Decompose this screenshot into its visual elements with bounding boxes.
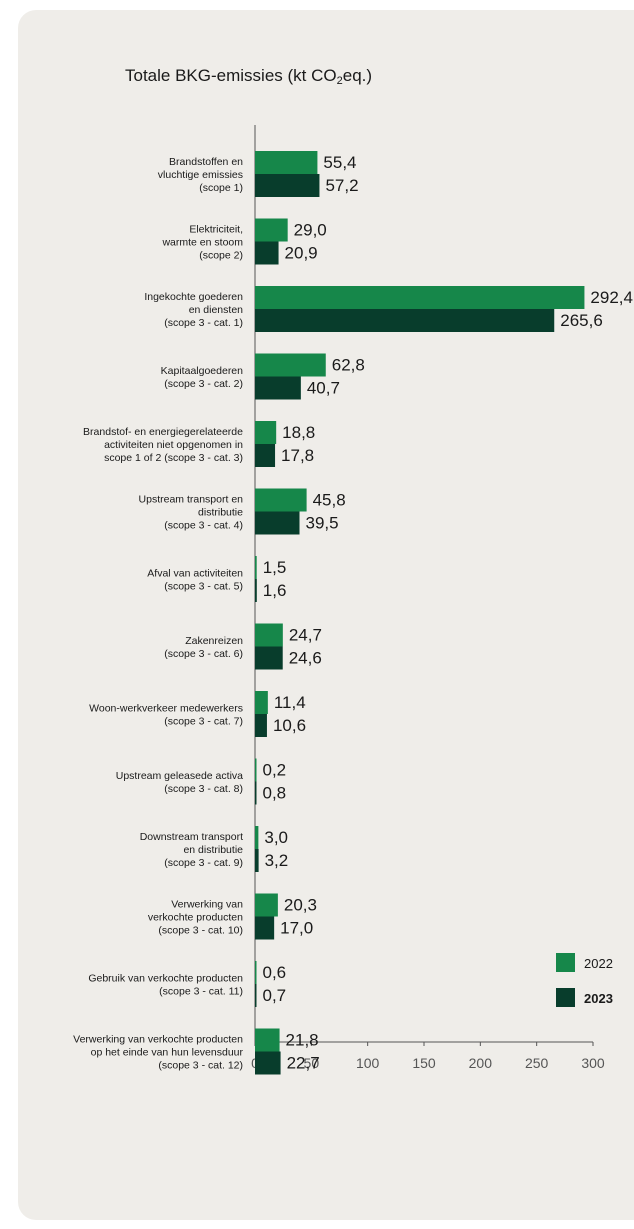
bar-2023: [255, 241, 279, 265]
value-label-2023: 1,6: [263, 581, 287, 600]
bar-2022: [255, 218, 288, 242]
bar-2023: [255, 646, 283, 670]
category-label: Woon-werkverkeer medewerkers (scope 3 - c…: [89, 703, 243, 728]
bar-2022: [255, 961, 257, 984]
bar-2023: [255, 309, 555, 332]
value-label-2022: 20,3: [284, 896, 317, 915]
bar-2022: [255, 893, 278, 917]
bar-2022: [255, 286, 585, 309]
chart-title: Totale BKG-emissies (kt CO2eq.): [125, 66, 372, 87]
bar-2022: [255, 1028, 280, 1052]
legend-label-2023: 2023: [584, 991, 613, 1006]
category-label: Brandstof- en energiegerelateerde activit…: [83, 426, 243, 464]
bar-2023: [255, 579, 257, 602]
value-label-2022: 3,0: [264, 828, 288, 847]
value-label-2022: 45,8: [313, 491, 346, 510]
value-label-2023: 10,6: [273, 716, 306, 735]
bar-2022: [255, 151, 318, 174]
bar-2023: [255, 511, 300, 535]
category-label: Elektriciteit, warmte en stoom (scope 2): [161, 224, 243, 262]
bar-2022: [255, 488, 307, 512]
value-label-2023: 22,7: [287, 1054, 320, 1073]
bar-2022: [255, 353, 326, 377]
bar-2023: [255, 916, 275, 940]
bar-2022: [255, 691, 268, 714]
value-label-2022: 0,2: [263, 761, 287, 780]
category-label: Upstream geleasede activa (scope 3 - cat.…: [116, 770, 243, 795]
value-label-2022: 21,8: [286, 1031, 319, 1050]
value-label-2022: 55,4: [323, 153, 356, 172]
bar-2023: [255, 714, 267, 737]
chart-card: [18, 10, 634, 1220]
category-label: Kapitaalgoederen (scope 3 - cat. 2): [161, 365, 243, 390]
category-label: Verwerking van verkochte producten op het…: [73, 1034, 243, 1072]
bar-2023: [255, 174, 320, 197]
category-label: Ingekochte goederen en diensten (scope 3 -…: [144, 291, 243, 329]
bar-2022: [255, 623, 283, 647]
legend-label-2022: 2022: [584, 956, 613, 971]
chart-title-end: eq.): [342, 66, 373, 85]
bar-2023: [255, 781, 257, 805]
value-label-2022: 62,8: [332, 356, 365, 375]
category-label: Upstream transport en distributie (scope 3…: [139, 494, 244, 532]
value-label-2023: 17,8: [281, 446, 314, 465]
value-label-2022: 29,0: [294, 221, 327, 240]
bar-2022: [255, 758, 257, 782]
x-tick-label: 150: [412, 1055, 436, 1071]
x-tick-label: 50: [304, 1055, 320, 1071]
category-label: Downstream transport en distributie (scope…: [140, 831, 243, 869]
x-tick-label: 100: [356, 1055, 380, 1071]
x-tick-label: 200: [469, 1055, 493, 1071]
category-label: Brandstoffen en vluchtige emissies (scope …: [158, 156, 243, 194]
value-label-2022: 292,4: [590, 288, 633, 307]
value-label-2022: 24,7: [289, 626, 322, 645]
value-label-2022: 11,4: [274, 693, 306, 712]
value-label-2023: 0,8: [263, 784, 287, 803]
value-label-2022: 0,6: [263, 963, 287, 982]
bar-2023: [255, 849, 259, 872]
x-tick-label: 300: [581, 1055, 605, 1071]
bar-2023: [255, 376, 301, 400]
value-label-2023: 39,5: [306, 514, 339, 533]
chart-title-subscript: 2: [336, 75, 343, 87]
bar-2023: [255, 444, 276, 467]
category-label: Zakenreizen (scope 3 - cat. 6): [164, 635, 243, 660]
value-label-2022: 1,5: [263, 558, 287, 577]
bar-2023: [255, 984, 257, 1007]
value-label-2023: 265,6: [560, 311, 603, 330]
value-label-2023: 17,0: [280, 919, 313, 938]
bar-2023: [255, 1051, 281, 1075]
value-label-2023: 0,7: [263, 986, 287, 1005]
x-tick-label: 250: [525, 1055, 549, 1071]
category-label: Afval van activiteiten (scope 3 - cat. 5): [147, 568, 243, 593]
legend-swatch-2023: [556, 988, 575, 1007]
bar-2022: [255, 556, 257, 579]
category-label: Gebruik van verkochte producten (scope 3 …: [88, 973, 243, 998]
value-label-2023: 57,2: [325, 176, 358, 195]
bar-2022: [255, 826, 259, 849]
category-label: Verwerking van verkochte producten (scope …: [148, 899, 243, 937]
value-label-2023: 3,2: [265, 851, 289, 870]
chart-title-main: Totale BKG-emissies (kt CO: [125, 66, 337, 85]
value-label-2023: 20,9: [285, 244, 318, 263]
legend-swatch-2022: [556, 953, 575, 972]
bar-2022: [255, 421, 277, 444]
value-label-2023: 24,6: [289, 649, 322, 668]
value-label-2022: 18,8: [282, 423, 315, 442]
value-label-2023: 40,7: [307, 379, 340, 398]
